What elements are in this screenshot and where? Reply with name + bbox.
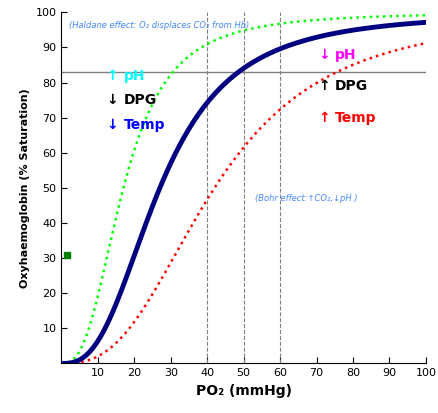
- X-axis label: PO₂ (mmHg): PO₂ (mmHg): [195, 384, 291, 398]
- Text: DPG: DPG: [334, 79, 367, 93]
- Text: Temp: Temp: [123, 118, 165, 132]
- Text: ↑: ↑: [106, 69, 118, 83]
- Text: ↑: ↑: [317, 111, 329, 125]
- Text: ↑: ↑: [317, 79, 329, 93]
- Text: pH: pH: [334, 47, 355, 62]
- Text: pH: pH: [123, 69, 145, 83]
- Text: ↓: ↓: [106, 93, 118, 107]
- Text: Temp: Temp: [334, 111, 375, 125]
- Text: (Bohr effect:↑CO₂,↓pH ): (Bohr effect:↑CO₂,↓pH ): [254, 194, 356, 203]
- Text: ↓: ↓: [317, 47, 329, 62]
- Text: (Haldane effect: O₂ displaces CO₂ from Hb): (Haldane effect: O₂ displaces CO₂ from H…: [69, 21, 248, 30]
- Text: ↓: ↓: [106, 118, 118, 132]
- Y-axis label: Oxyhaemoglobin (% Saturation): Oxyhaemoglobin (% Saturation): [20, 88, 30, 288]
- Text: DPG: DPG: [123, 93, 156, 107]
